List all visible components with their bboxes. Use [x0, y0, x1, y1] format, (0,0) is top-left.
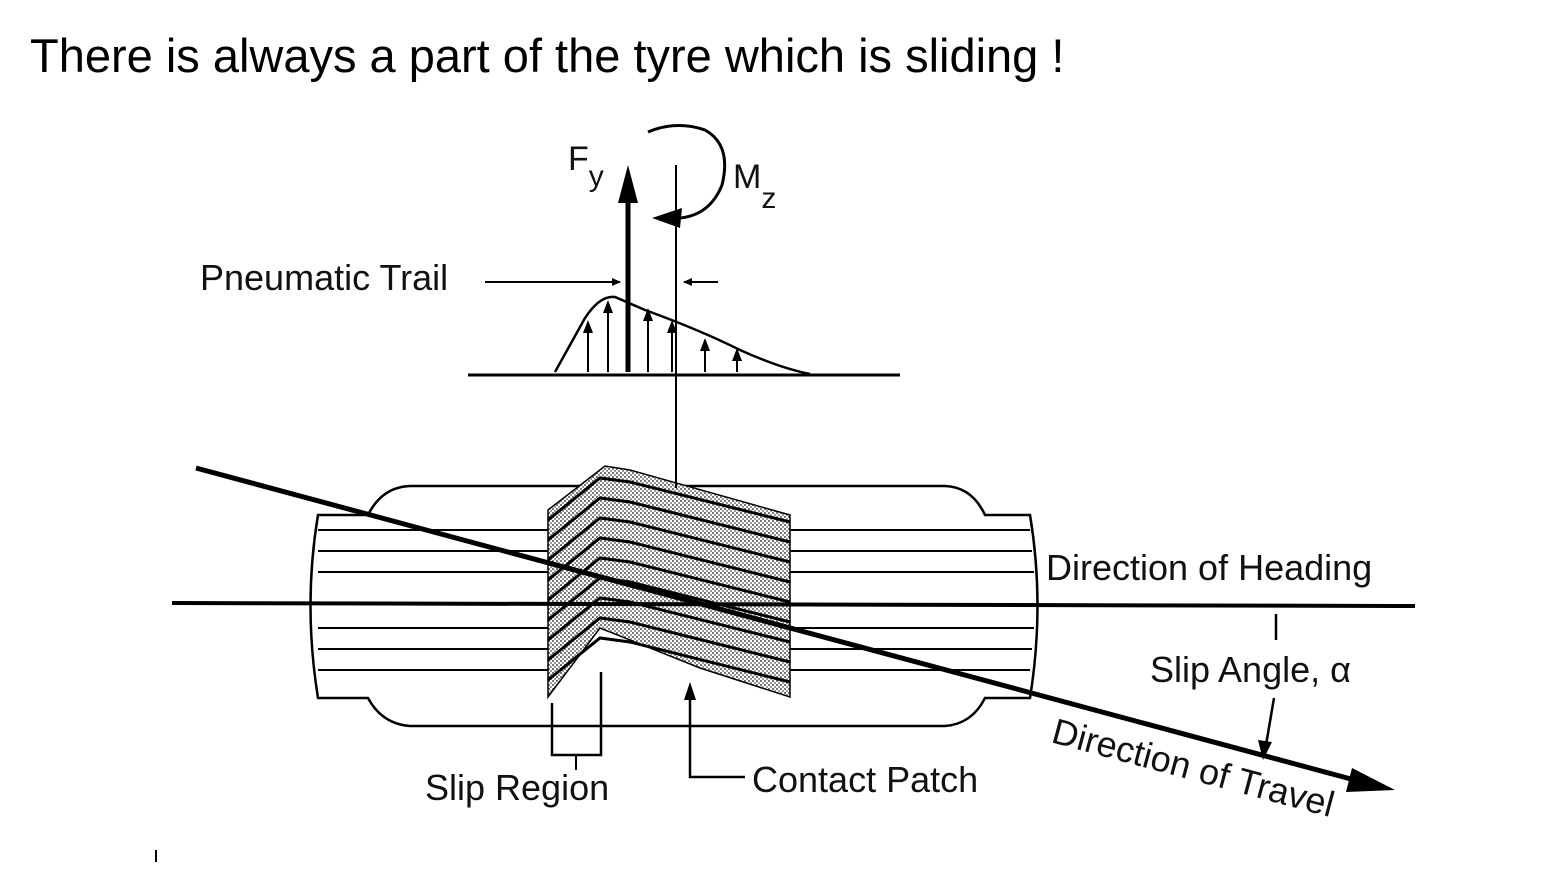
slip-angle-lower-arrowhead — [1258, 740, 1272, 760]
distribution-arrows — [587, 310, 738, 372]
slide-title: There is always a part of the tyre which… — [30, 29, 1065, 82]
mz-moment-arc — [647, 124, 727, 220]
force-distribution-curve — [553, 295, 811, 376]
mz-label: Mz — [733, 158, 776, 215]
heading-line — [171, 601, 1416, 608]
contact-patch-arrowhead — [684, 682, 696, 700]
stray-mark — [155, 850, 157, 862]
travel-arrowhead — [1346, 768, 1395, 792]
fy-arrowhead — [618, 165, 638, 203]
deformed-tread-lines — [547, 476, 791, 684]
travel-line — [195, 465, 1363, 785]
fy-label: Fy — [568, 140, 604, 193]
contact-patch-label: Contact Patch — [752, 759, 978, 800]
distribution-arrowheads — [583, 300, 742, 361]
slip-angle-label: Slip Angle, α — [1150, 649, 1351, 690]
slip-region-label: Slip Region — [425, 767, 609, 808]
contact-patch-shading — [547, 465, 791, 700]
contact-patch-leader — [688, 700, 745, 779]
slip-angle-lower-arrow-shaft — [1264, 697, 1276, 746]
mz-arrowhead — [652, 208, 682, 228]
pneumatic-trail-label: Pneumatic Trail — [200, 257, 448, 298]
direction-travel-label: Direction of Travel — [1048, 710, 1339, 825]
tread-lines — [318, 529, 1034, 671]
direction-heading-label: Direction of Heading — [1046, 547, 1372, 588]
